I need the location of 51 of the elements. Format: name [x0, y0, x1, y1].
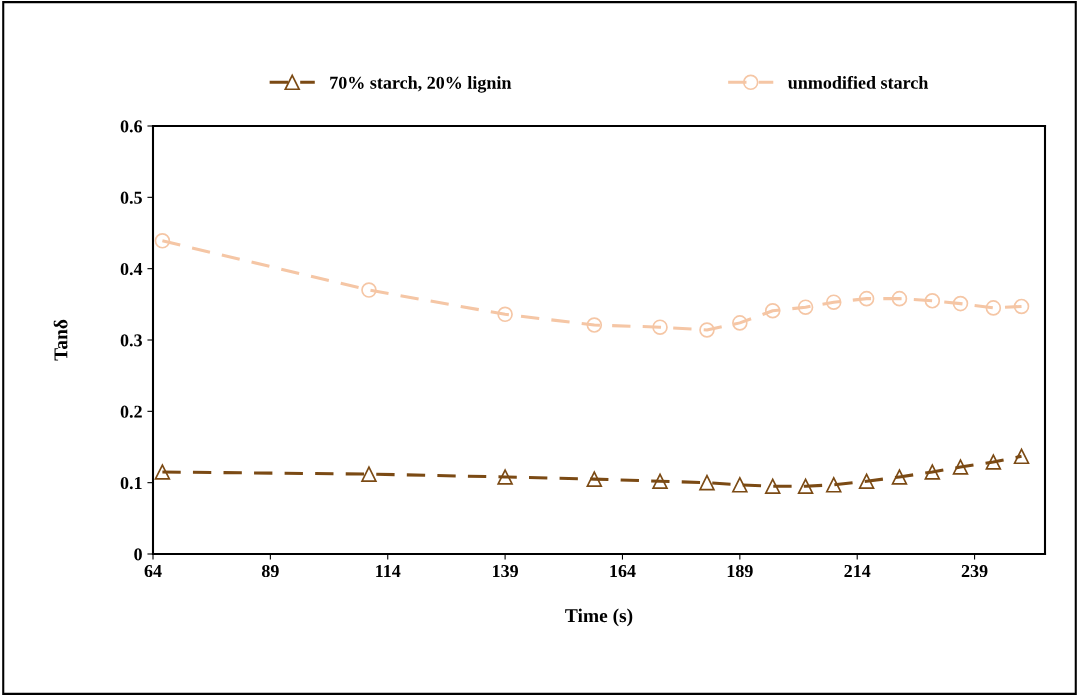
point — [825, 294, 842, 310]
point — [891, 290, 908, 307]
point — [497, 306, 513, 323]
point — [732, 477, 748, 493]
y-tick-label: 0.3 — [120, 334, 142, 347]
point — [797, 478, 814, 495]
y-tick-label: 0 — [134, 548, 142, 561]
point — [732, 315, 748, 331]
point — [586, 471, 603, 487]
x-tick-label: 189 — [727, 564, 753, 578]
point — [1013, 448, 1030, 465]
point — [952, 295, 969, 312]
point — [764, 302, 781, 319]
point — [699, 474, 715, 491]
point — [586, 317, 603, 333]
point — [797, 299, 814, 315]
x-tick-label: 214 — [844, 564, 871, 577]
y-tick-label: 0.1 — [120, 476, 142, 490]
point — [154, 233, 171, 249]
point — [764, 478, 781, 495]
point — [985, 454, 1002, 470]
x-tick-label: 139 — [493, 564, 518, 578]
y-tick-label: 0.4 — [120, 262, 143, 276]
legend-label: unmodified starch — [788, 75, 929, 89]
x-tick-label: 164 — [610, 564, 636, 578]
point — [952, 459, 969, 475]
point — [699, 322, 715, 338]
point — [858, 473, 875, 490]
point — [891, 469, 908, 485]
x-tick-label: 64 — [144, 564, 162, 578]
x-tick-label: 114 — [376, 565, 401, 577]
point — [154, 464, 171, 480]
y-tick-label: 0.6 — [120, 120, 143, 133]
legend-label: 70% starch, 20% lignin — [330, 76, 512, 93]
x-tick-label: 239 — [961, 564, 988, 578]
point — [361, 466, 377, 482]
y-tick-label: 0.2 — [120, 405, 142, 418]
x-axis-title: Time (s) — [565, 608, 633, 627]
point — [652, 473, 668, 490]
x-tick-label: 89 — [261, 564, 279, 578]
point — [825, 477, 842, 493]
point — [1013, 298, 1030, 315]
y-axis-title: Tanδ — [53, 319, 68, 361]
y-tick-label: 0.5 — [120, 191, 142, 204]
point — [924, 292, 941, 309]
point — [652, 319, 668, 335]
point — [497, 469, 513, 485]
point — [361, 282, 377, 298]
point — [985, 300, 1002, 316]
point — [858, 290, 875, 307]
point — [924, 464, 941, 480]
